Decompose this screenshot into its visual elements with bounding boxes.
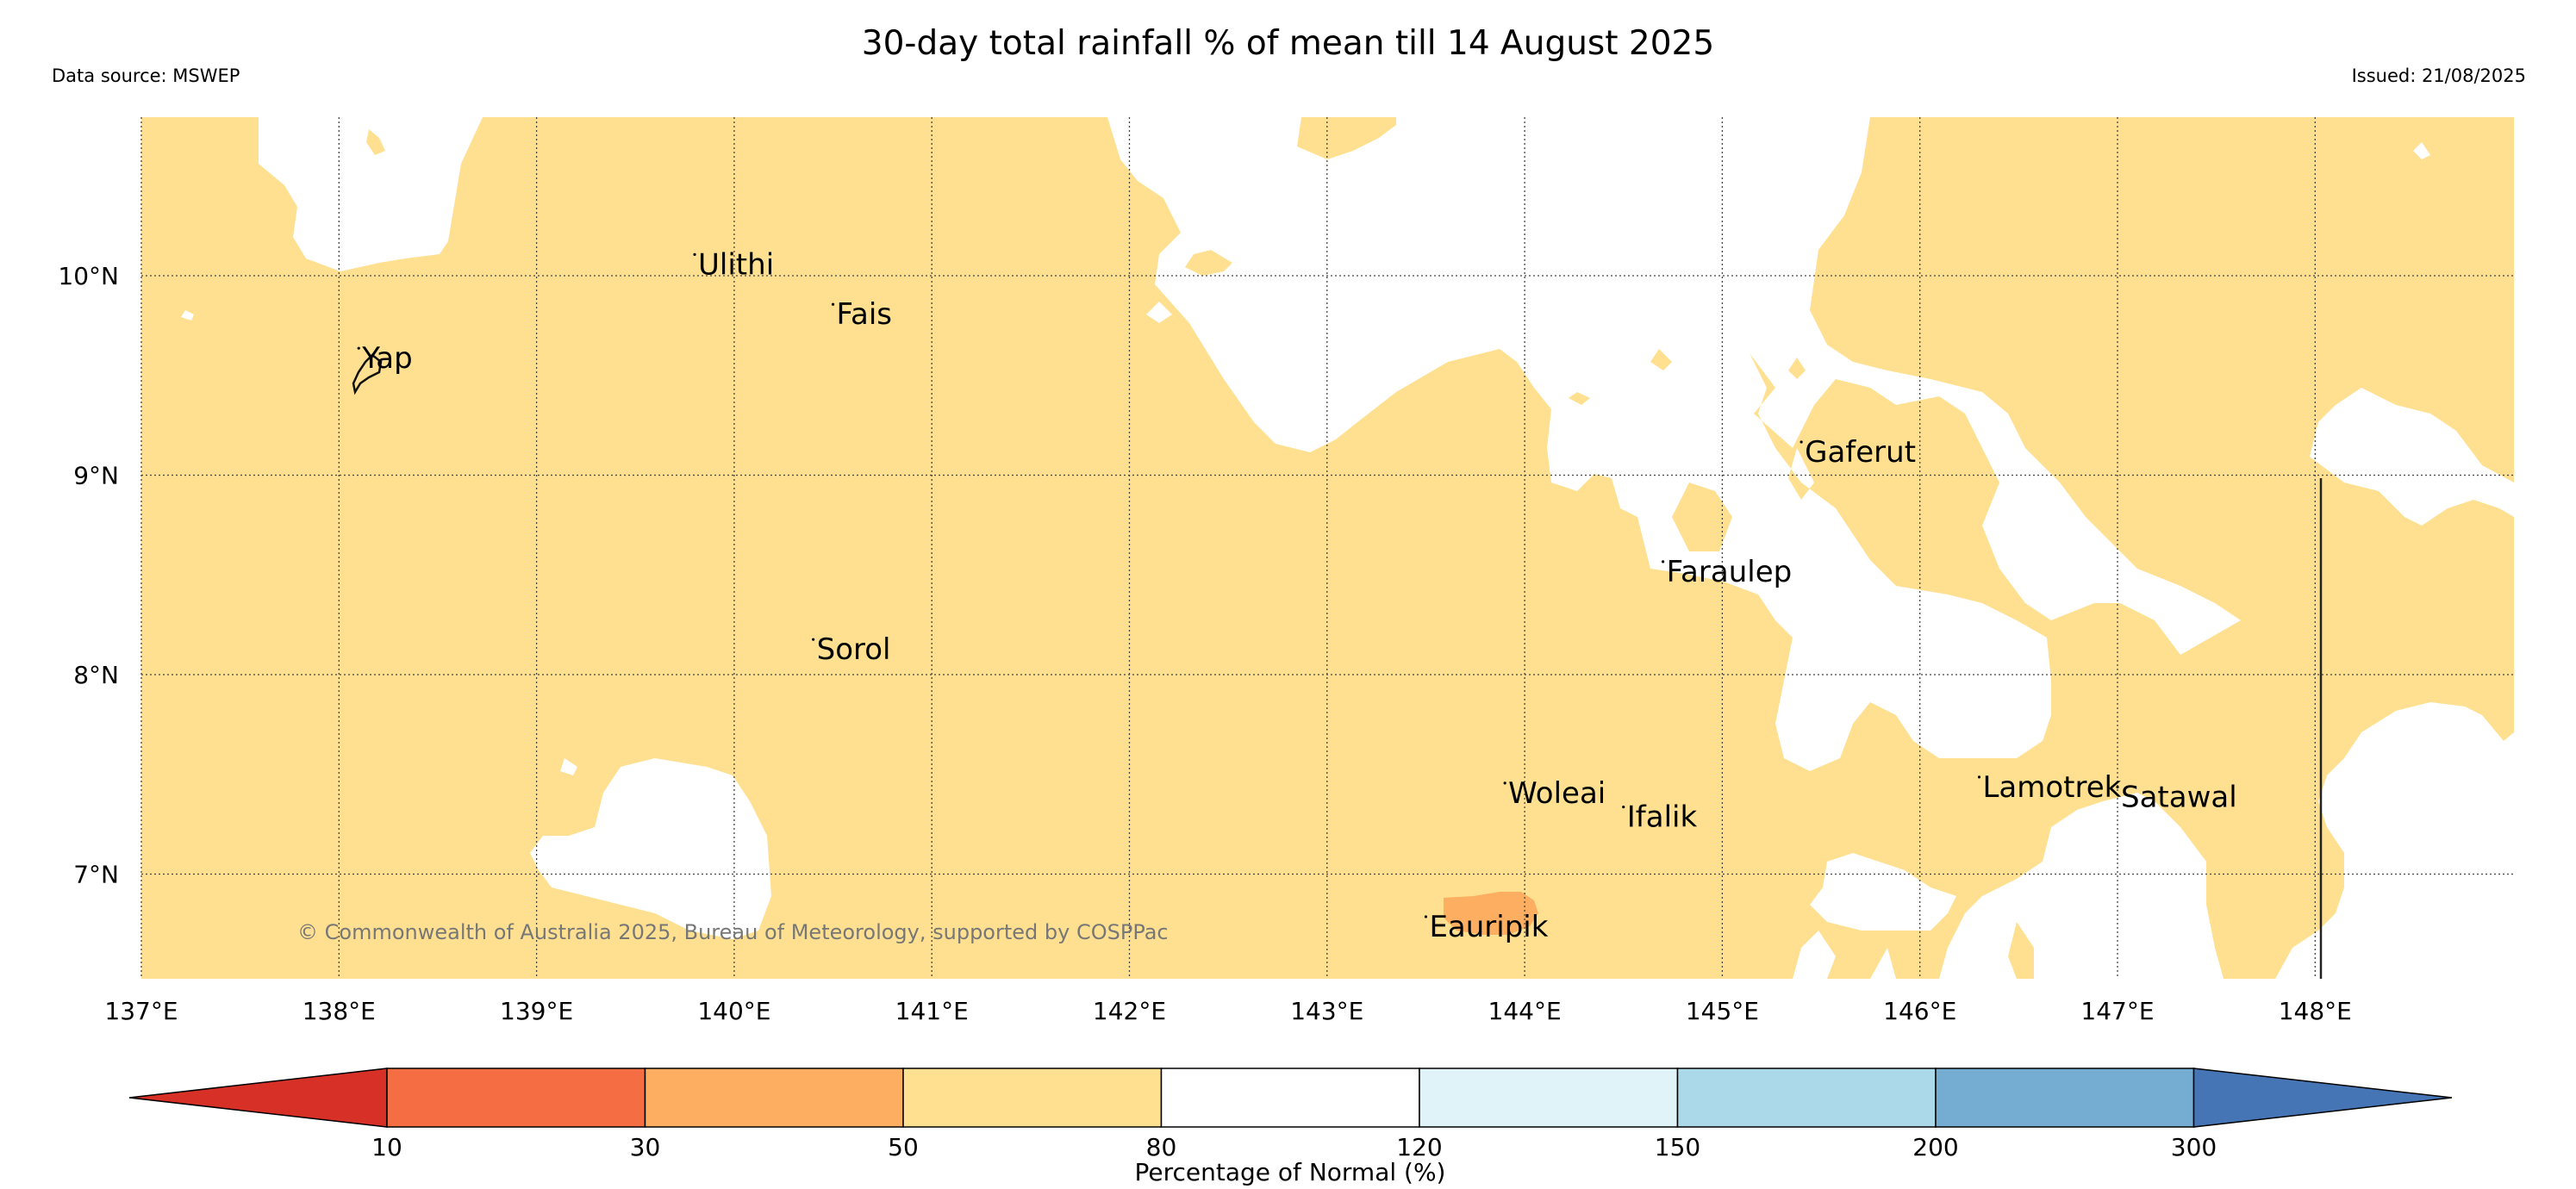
place-label-yap: Yap <box>361 341 413 376</box>
longitude-labels: 137°E 138°E 139°E 140°E 141°E 142°E 143°E 144°E… <box>104 997 2351 1025</box>
yap-island-outline <box>352 353 383 395</box>
colorbar-extend-low <box>128 1068 388 1128</box>
data-source-text: Data source: MSWEP <box>52 65 240 86</box>
latitude-label: 8°N <box>73 661 119 689</box>
colorbar-segment <box>1676 1068 1937 1128</box>
place-label-ulithi: Ulithi <box>698 247 774 282</box>
longitude-label: 138°E <box>303 997 376 1025</box>
place-marker <box>357 346 360 350</box>
map-title: 30-day total rainfall % of mean till 14 … <box>861 24 1715 63</box>
place-label-faraulep: Faraulep <box>1667 555 1793 589</box>
colorbar-segment <box>644 1068 904 1128</box>
longitude-label: 146°E <box>1883 997 1956 1025</box>
rainfall-50-80-region <box>141 117 2514 979</box>
latitude-label: 9°N <box>73 462 119 490</box>
place-marker <box>1977 775 1981 779</box>
place-marker <box>1799 440 1803 444</box>
longitude-label: 148°E <box>2279 997 2352 1025</box>
latitude-label: 7°N <box>73 861 119 889</box>
copyright-text: © Commonwealth of Australia 2025, Bureau… <box>297 920 1169 944</box>
colorbar-segment <box>1419 1068 1679 1128</box>
latitude-label: 10°N <box>58 262 119 290</box>
longitude-label: 142°E <box>1093 997 1166 1025</box>
place-label-satawal: Satawal <box>2121 780 2237 814</box>
place-label-ifalik: Ifalik <box>1627 800 1698 835</box>
colorbar-tick-label: 50 <box>888 1133 919 1161</box>
place-label-gaferut: Gaferut <box>1805 435 1916 470</box>
colorbar-tick-label: 10 <box>371 1133 402 1161</box>
latitude-labels: 10°N 9°N 8°N 7°N <box>58 262 119 889</box>
longitude-label: 144°E <box>1488 997 1562 1025</box>
colorbar-label: Percentage of Normal (%) <box>1135 1158 1446 1186</box>
place-label-fais: Fais <box>837 297 892 332</box>
colorbar-tick-label: 300 <box>2171 1133 2217 1161</box>
colorbar-segment <box>1160 1068 1420 1128</box>
place-marker <box>1424 915 1428 918</box>
graticule <box>140 117 2514 979</box>
longitude-label: 139°E <box>500 997 573 1025</box>
issued-date-text: Issued: 21/08/2025 <box>2351 65 2526 86</box>
place-marker <box>812 638 815 641</box>
colorbar-tick-label: 120 <box>1396 1133 1442 1161</box>
longitude-label: 141°E <box>895 997 969 1025</box>
place-label-woleai: Woleai <box>1508 776 1606 811</box>
colorbar-extend-high <box>2192 1068 2453 1128</box>
colorbar-tick-label: 150 <box>1655 1133 1700 1161</box>
place-marker <box>2116 785 2119 789</box>
longitude-label: 140°E <box>697 997 770 1025</box>
place-label-lamotrek: Lamotrek <box>1982 770 2121 805</box>
place-marker <box>1622 806 1625 809</box>
place-marker <box>1503 781 1506 785</box>
place-marker <box>693 252 696 256</box>
colorbar-segment <box>902 1068 1163 1128</box>
place-labels: Ulithi Yap Fais Gaferut Faraulep Sorol Woleai I… <box>357 247 2237 944</box>
longitude-label: 137°E <box>104 997 178 1025</box>
place-marker <box>831 302 835 306</box>
colorbar: 10 30 50 80 120 150 200 300 <box>128 1068 2453 1161</box>
place-marker <box>1662 560 1665 563</box>
colorbar-segment <box>1935 1068 2195 1128</box>
colorbar-segment <box>386 1068 646 1128</box>
longitude-label: 147°E <box>2080 997 2154 1025</box>
longitude-label: 143°E <box>1290 997 1363 1025</box>
colorbar-tick-label: 200 <box>1912 1133 1958 1161</box>
colorbar-tick-label: 30 <box>630 1133 661 1161</box>
place-label-eauripik: Eauripik <box>1429 910 1548 944</box>
place-label-sorol: Sorol <box>817 632 891 667</box>
rainfall-30-50-region <box>1444 892 1538 935</box>
longitude-label: 145°E <box>1686 997 1759 1025</box>
colorbar-tick-label: 80 <box>1146 1133 1177 1161</box>
